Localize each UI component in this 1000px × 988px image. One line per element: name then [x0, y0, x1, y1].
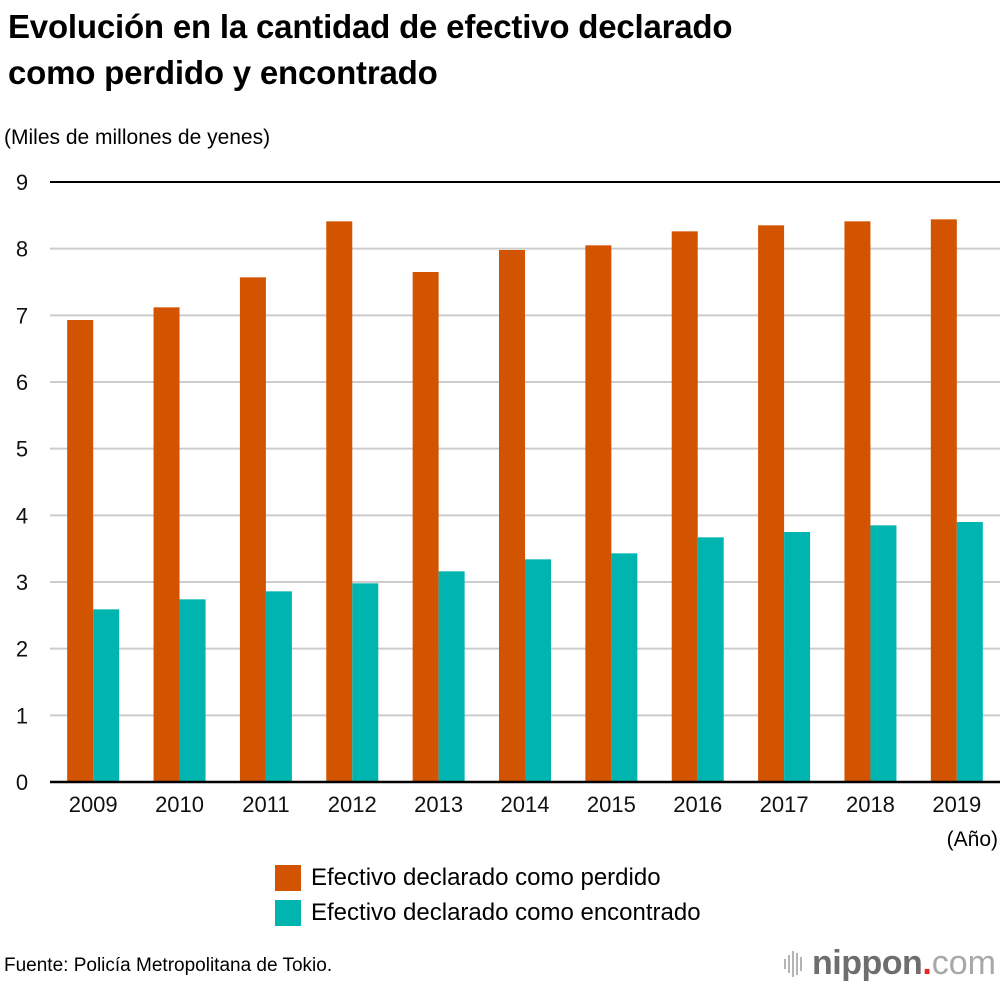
legend-label-encontrado: Efectivo declarado como encontrado [311, 898, 701, 926]
logo-dot: . [922, 944, 932, 982]
y-axis-unit-label: (Miles de millones de yenes) [4, 126, 271, 149]
bar-encontrado-2014 [525, 559, 551, 782]
y-tick-label: 7 [16, 303, 28, 328]
axes [50, 181, 1000, 784]
x-tick-label: 2015 [587, 792, 636, 817]
legend-swatch-perdido [275, 864, 301, 891]
chart-title: Evolución en la cantidad de efectivo dec… [8, 4, 733, 96]
bars [67, 219, 983, 783]
chart-title-line-2: como perdido y encontrado [8, 54, 438, 91]
y-tick-label: 5 [16, 437, 28, 462]
bar-encontrado-2019 [956, 522, 983, 782]
bar-encontrado-2012 [352, 583, 379, 782]
legend-item-encontrado: Efectivo declarado como encontrado [275, 895, 701, 930]
bar-encontrado-2018 [870, 525, 897, 782]
bar-perdido-2015 [585, 245, 612, 783]
bar-perdido-2019 [930, 219, 957, 783]
y-tick-label: 4 [16, 503, 28, 528]
y-tick-label: 1 [16, 703, 28, 728]
logo-tld: com [931, 944, 996, 982]
x-tick-label: 2009 [69, 792, 118, 817]
x-tick-label: 2017 [760, 792, 809, 817]
y-tick-label: 2 [16, 637, 28, 662]
bar-encontrado-2010 [179, 599, 206, 782]
bar-perdido-2011 [239, 277, 266, 782]
sound-bars-icon [784, 949, 804, 979]
bar-perdido-2012 [326, 221, 353, 783]
x-tick-label: 2014 [501, 792, 550, 817]
bar-encontrado-2015 [611, 553, 638, 782]
bar-encontrado-2009 [93, 609, 120, 782]
bar-encontrado-2016 [697, 537, 724, 782]
y-tick-label: 9 [16, 170, 28, 195]
y-tick-label: 6 [16, 370, 28, 395]
x-tick-label: 2010 [155, 792, 204, 817]
chart-title-line-1: Evolución en la cantidad de efectivo dec… [8, 8, 733, 45]
bar-encontrado-2011 [265, 591, 292, 782]
y-tick-label: 8 [16, 237, 28, 262]
x-tick-label: 2016 [673, 792, 722, 817]
x-tick-labels: 2009 2010 2011 2012 2013 2014 2015 2016 2017 2018… [69, 792, 982, 817]
x-tick-label: 2018 [846, 792, 895, 817]
bar-perdido-2010 [153, 307, 180, 782]
bar-perdido-2016 [671, 231, 698, 783]
bar-perdido-2018 [844, 221, 871, 783]
x-tick-label: 2019 [932, 792, 981, 817]
bar-perdido-2013 [412, 272, 439, 782]
legend-swatch-encontrado [275, 899, 301, 926]
bar-encontrado-2013 [438, 571, 465, 782]
bar-perdido-2014 [499, 250, 525, 782]
y-tick-label: 3 [16, 570, 28, 595]
y-tick-label: 0 [16, 770, 28, 795]
legend-item-perdido: Efectivo declarado como perdido [275, 860, 701, 895]
nippon-logo: nippon. com [784, 944, 996, 983]
x-tick-label: 2011 [242, 792, 289, 817]
logo-text: nippon [812, 944, 923, 982]
x-tick-label: 2013 [414, 792, 463, 817]
y-tick-labels: 0 1 2 3 4 5 6 7 8 9 [16, 170, 28, 795]
source-note: Fuente: Policía Metropolitana de Tokio. [4, 955, 333, 976]
x-tick-label: 2012 [328, 792, 377, 817]
bar-perdido-2009 [67, 320, 94, 782]
bar-encontrado-2017 [784, 532, 811, 782]
legend-label-perdido: Efectivo declarado como perdido [311, 863, 661, 891]
legend: Efectivo declarado como perdido Efectivo… [275, 860, 701, 930]
x-axis-unit-label: (Año) [946, 828, 998, 851]
bar-perdido-2017 [758, 225, 785, 783]
